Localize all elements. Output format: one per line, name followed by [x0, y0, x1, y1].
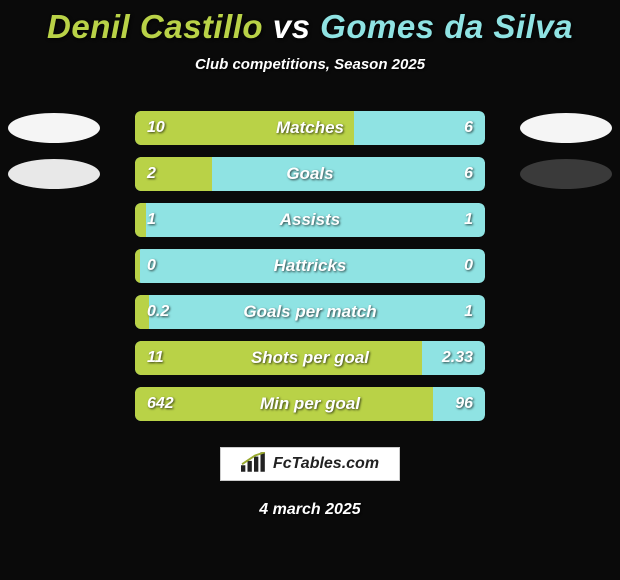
player2-name: Gomes da Silva: [320, 8, 573, 45]
stat-label: Min per goal: [135, 394, 485, 414]
brand-text: FcTables.com: [273, 455, 379, 473]
stat-bar: 10Matches6: [135, 111, 485, 145]
vs-label: vs: [273, 8, 311, 45]
stat-label: Matches: [135, 118, 485, 138]
stat-label: Goals: [135, 164, 485, 184]
stat-row: 10Matches6: [0, 111, 620, 145]
subtitle: Club competitions, Season 2025: [0, 56, 620, 73]
comparison-card: Denil Castillo vs Gomes da Silva Club co…: [0, 0, 620, 580]
stat-row: 11Shots per goal2.33: [0, 341, 620, 375]
stat-row: 2Goals6: [0, 157, 620, 191]
stat-value-right: 6: [464, 165, 473, 183]
stat-bar: 2Goals6: [135, 157, 485, 191]
page-title: Denil Castillo vs Gomes da Silva: [0, 8, 620, 46]
team-badge-right: [520, 113, 612, 143]
stat-label: Goals per match: [135, 302, 485, 322]
stat-bar: 642Min per goal96: [135, 387, 485, 421]
brand-badge: FcTables.com: [220, 447, 400, 481]
stat-value-right: 1: [464, 211, 473, 229]
stat-bar: 11Shots per goal2.33: [135, 341, 485, 375]
stat-label: Hattricks: [135, 256, 485, 276]
stat-bar: 1Assists1: [135, 203, 485, 237]
stat-value-right: 1: [464, 303, 473, 321]
stat-value-right: 2.33: [442, 349, 473, 367]
stats-list: 10Matches62Goals61Assists10Hattricks00.2…: [0, 111, 620, 421]
stat-bar: 0.2Goals per match1: [135, 295, 485, 329]
stat-value-right: 96: [455, 395, 473, 413]
date-label: 4 march 2025: [0, 501, 620, 519]
stat-row: 0.2Goals per match1: [0, 295, 620, 329]
stat-label: Shots per goal: [135, 348, 485, 368]
stat-label: Assists: [135, 210, 485, 230]
chart-icon: [241, 452, 267, 477]
team-badge-left: [8, 159, 100, 189]
stat-row: 0Hattricks0: [0, 249, 620, 283]
stat-row: 642Min per goal96: [0, 387, 620, 421]
stat-bar: 0Hattricks0: [135, 249, 485, 283]
player1-name: Denil Castillo: [47, 8, 263, 45]
stat-value-right: 6: [464, 119, 473, 137]
stat-value-right: 0: [464, 257, 473, 275]
team-badge-right: [520, 159, 612, 189]
team-badge-left: [8, 113, 100, 143]
stat-row: 1Assists1: [0, 203, 620, 237]
